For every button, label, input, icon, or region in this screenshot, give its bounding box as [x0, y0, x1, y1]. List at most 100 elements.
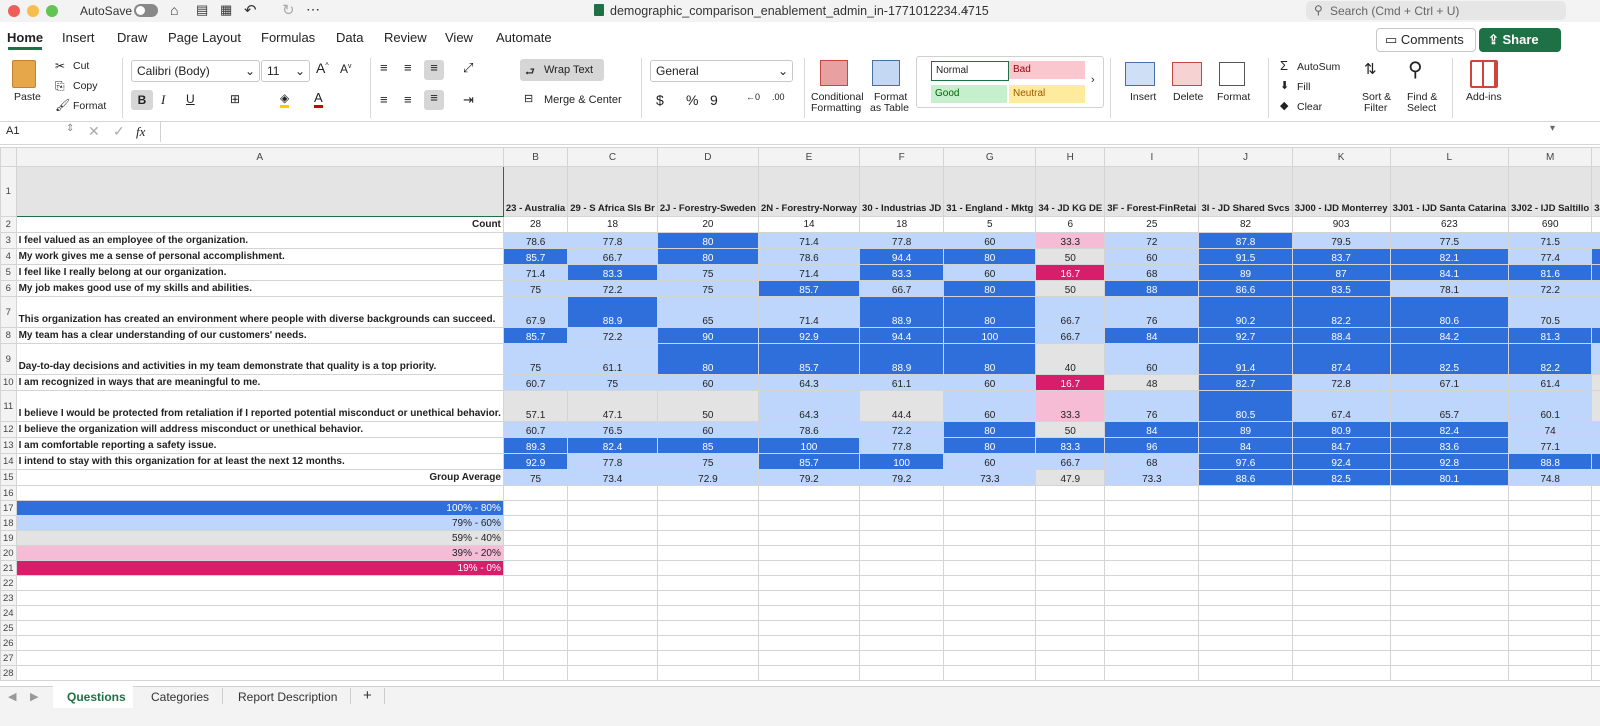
- empty-cell[interactable]: [1591, 635, 1600, 651]
- paste-button[interactable]: Paste: [14, 91, 41, 103]
- search-box[interactable]: ⚲ Search (Cmd + Ctrl + U): [1306, 1, 1566, 20]
- empty-cell[interactable]: [1508, 545, 1593, 561]
- score-cell[interactable]: 77.8: [859, 232, 945, 249]
- score-cell[interactable]: 78.6: [757, 248, 861, 265]
- question-cell[interactable]: Day-to-day decisions and activities in m…: [15, 343, 504, 375]
- score-cell[interactable]: 72: [1104, 232, 1200, 249]
- count-cell[interactable]: 690: [1508, 216, 1593, 233]
- score-cell[interactable]: 92.8: [1389, 453, 1510, 470]
- empty-cell[interactable]: [1591, 500, 1600, 516]
- legend-cell[interactable]: 79% - 60%: [15, 515, 504, 531]
- score-cell[interactable]: 88.9: [859, 296, 945, 328]
- empty-cell[interactable]: [1104, 560, 1200, 576]
- question-cell[interactable]: I intend to stay with this organization …: [15, 453, 504, 470]
- column-title-cell[interactable]: 3J03 - IJD Lo: [1591, 166, 1600, 217]
- empty-cell[interactable]: [943, 665, 1037, 681]
- score-cell[interactable]: 83.7: [1291, 248, 1391, 265]
- score-cell[interactable]: 40: [1035, 343, 1106, 375]
- average-cell[interactable]: 75: [502, 469, 569, 486]
- score-cell[interactable]: 83.5: [1291, 280, 1391, 297]
- empty-cell[interactable]: [859, 515, 945, 531]
- score-cell[interactable]: 70.5: [1508, 296, 1593, 328]
- row-header[interactable]: 22: [0, 575, 17, 591]
- count-cell[interactable]: 903: [1291, 216, 1391, 233]
- empty-cell[interactable]: [567, 605, 658, 621]
- empty-cell[interactable]: [1291, 665, 1391, 681]
- empty-cell[interactable]: [1035, 650, 1106, 666]
- empty-cell[interactable]: [943, 590, 1037, 606]
- count-cell[interactable]: 18: [859, 216, 945, 233]
- score-cell[interactable]: 94.4: [859, 248, 945, 265]
- score-cell[interactable]: 82.4: [1389, 421, 1510, 438]
- score-cell[interactable]: 83: [1591, 327, 1600, 344]
- minimize-window-button[interactable]: [27, 5, 39, 17]
- score-cell[interactable]: 50: [1035, 248, 1106, 265]
- chevron-down-icon[interactable]: ⌄: [962, 4, 971, 15]
- redo-icon[interactable]: ↻: [282, 2, 295, 19]
- score-cell[interactable]: 60: [943, 264, 1037, 281]
- empty-cell[interactable]: [1389, 620, 1510, 636]
- legend-cell[interactable]: 59% - 40%: [15, 530, 504, 546]
- row-header[interactable]: 6: [0, 280, 17, 297]
- currency-icon[interactable]: $: [656, 92, 664, 108]
- score-cell[interactable]: 79.7: [1591, 343, 1600, 375]
- empty-cell[interactable]: [502, 590, 569, 606]
- delete-cells-icon[interactable]: [1172, 62, 1202, 86]
- score-cell[interactable]: 71.5: [1508, 232, 1593, 249]
- increase-font-icon[interactable]: A^: [316, 60, 329, 76]
- insert-cells-button[interactable]: Insert: [1130, 91, 1157, 103]
- column-header[interactable]: H: [1035, 147, 1106, 167]
- empty-cell[interactable]: [1035, 485, 1106, 501]
- score-cell[interactable]: 16.7: [1035, 374, 1106, 391]
- score-cell[interactable]: 75: [502, 280, 569, 297]
- empty-cell[interactable]: [1508, 515, 1593, 531]
- empty-cell[interactable]: [656, 620, 759, 636]
- empty-cell[interactable]: [757, 650, 861, 666]
- score-cell[interactable]: 91.5: [1198, 248, 1293, 265]
- italic-button[interactable]: I: [161, 92, 166, 107]
- empty-cell[interactable]: [1591, 485, 1600, 501]
- empty-cell[interactable]: [15, 590, 504, 606]
- empty-cell[interactable]: [15, 650, 504, 666]
- score-cell[interactable]: 97.6: [1198, 453, 1293, 470]
- empty-cell[interactable]: [1198, 650, 1293, 666]
- empty-cell[interactable]: [502, 635, 569, 651]
- empty-cell[interactable]: [1291, 575, 1391, 591]
- score-cell[interactable]: 65: [656, 296, 759, 328]
- empty-cell[interactable]: [1291, 530, 1391, 546]
- empty-cell[interactable]: [502, 515, 569, 531]
- row-header[interactable]: 23: [0, 590, 17, 606]
- empty-cell[interactable]: [1035, 515, 1106, 531]
- empty-cell[interactable]: [1389, 575, 1510, 591]
- score-cell[interactable]: 77.5: [1389, 232, 1510, 249]
- score-cell[interactable]: 82.2: [1291, 296, 1391, 328]
- question-cell[interactable]: I am comfortable reporting a safety issu…: [15, 437, 504, 454]
- empty-cell[interactable]: [502, 485, 569, 501]
- share-button[interactable]: ⇪ Share: [1479, 28, 1561, 52]
- score-cell[interactable]: 66.7: [567, 248, 658, 265]
- cut-button[interactable]: Cut: [73, 60, 90, 72]
- empty-cell[interactable]: [1508, 500, 1593, 516]
- score-cell[interactable]: 60: [1104, 248, 1200, 265]
- empty-cell[interactable]: [859, 575, 945, 591]
- row-header[interactable]: 8: [0, 327, 17, 344]
- empty-cell[interactable]: [1198, 635, 1293, 651]
- column-header[interactable]: C: [567, 147, 658, 167]
- row-header[interactable]: 17: [0, 500, 17, 516]
- empty-cell[interactable]: [567, 665, 658, 681]
- empty-cell[interactable]: [1035, 530, 1106, 546]
- row-header[interactable]: 16: [0, 485, 17, 501]
- score-cell[interactable]: 33.3: [1035, 390, 1106, 422]
- score-cell[interactable]: 48: [1104, 374, 1200, 391]
- score-cell[interactable]: 59.1: [1591, 374, 1600, 391]
- empty-cell[interactable]: [1389, 590, 1510, 606]
- average-cell[interactable]: 79.2: [859, 469, 945, 486]
- score-cell[interactable]: 79.5: [1291, 232, 1391, 249]
- row-header[interactable]: 1: [0, 166, 17, 217]
- column-header[interactable]: N: [1591, 147, 1600, 167]
- empty-cell[interactable]: [15, 575, 504, 591]
- empty-cell[interactable]: [656, 590, 759, 606]
- format-painter-button[interactable]: Format: [73, 100, 107, 112]
- empty-cell[interactable]: [757, 485, 861, 501]
- empty-cell[interactable]: [1104, 620, 1200, 636]
